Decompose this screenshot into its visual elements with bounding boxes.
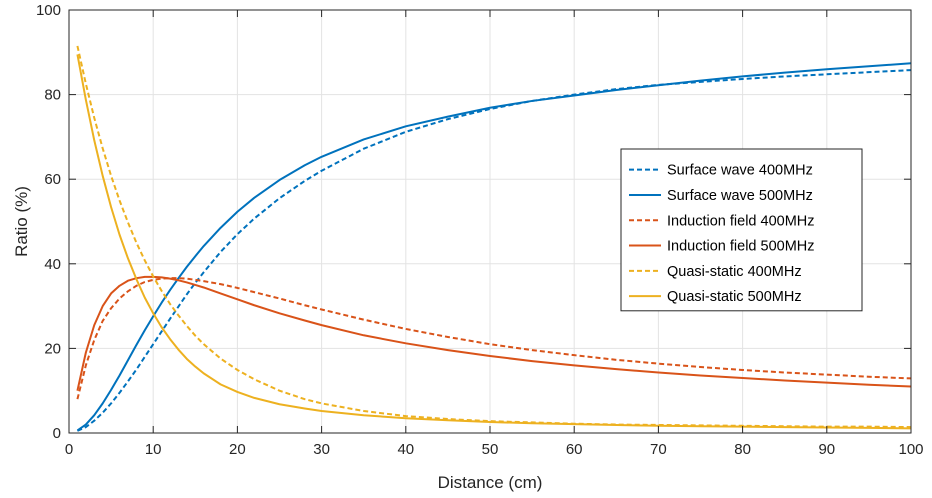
- y-tick-label: 80: [44, 87, 61, 104]
- y-tick-label: 20: [44, 340, 61, 357]
- legend-box: [620, 148, 863, 312]
- x-tick-label: 70: [650, 441, 667, 458]
- x-tick-label: 30: [313, 441, 330, 458]
- legend-label: Induction field 400MHz: [667, 213, 815, 229]
- y-tick-label: 100: [36, 2, 61, 19]
- x-tick-label: 0: [65, 441, 73, 458]
- x-tick-label: 10: [145, 441, 162, 458]
- tick-labels: 0 10 20 30 40 50 60 70 80 90 100 0 20 40 60 80 100: [36, 2, 924, 458]
- x-axis-label: Distance (cm): [438, 473, 543, 492]
- legend-label: Surface wave 400MHz: [667, 163, 813, 179]
- x-tick-label: 80: [734, 441, 751, 458]
- x-tick-label: 40: [397, 441, 414, 458]
- series-line-5: [76, 45, 912, 429]
- x-tick-label: 50: [482, 441, 499, 458]
- series-line-3: [76, 277, 912, 400]
- series-line-6: [76, 54, 912, 430]
- x-tick-label: 100: [898, 441, 923, 458]
- y-axis-label: Ratio (%): [12, 186, 31, 257]
- series-line-1: [77, 69, 912, 432]
- legend-label: Surface wave 500MHz: [667, 188, 813, 204]
- x-tick-label: 60: [566, 441, 583, 458]
- legend-label: Quasi-static 500MHz: [667, 289, 802, 305]
- y-tick-label: 0: [53, 425, 61, 442]
- axis-ticks: [68, 9, 912, 434]
- series-line-4: [76, 275, 912, 391]
- y-tick-label: 60: [44, 171, 61, 188]
- x-tick-label: 90: [818, 441, 835, 458]
- y-tick-label: 40: [44, 256, 61, 273]
- legend: Surface wave 400MHz Surface wave 500MHz In…: [620, 148, 863, 312]
- series-line-2: [76, 62, 912, 432]
- legend-label: Induction field 500MHz: [667, 239, 815, 255]
- series-layer: [76, 45, 912, 432]
- x-tick-label: 20: [229, 441, 246, 458]
- legend-label: Quasi-static 400MHz: [667, 264, 802, 280]
